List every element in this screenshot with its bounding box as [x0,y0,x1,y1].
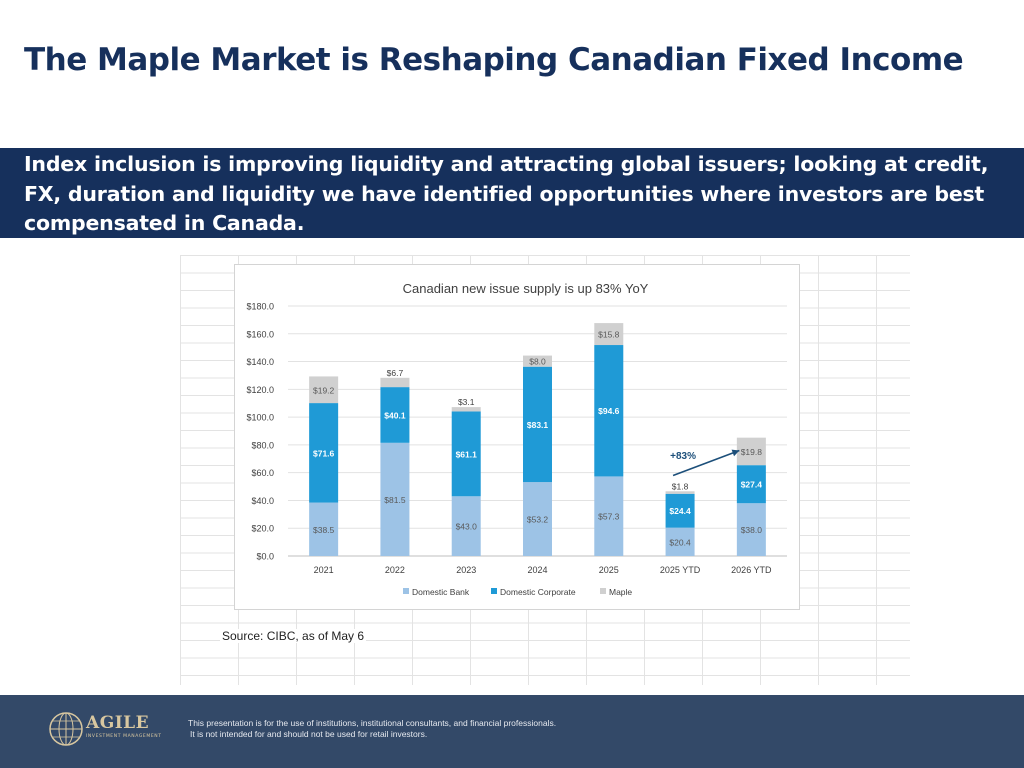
data-label: $20.4 [669,537,691,547]
legend-swatch [403,588,409,594]
y-tick-label: $80.0 [251,440,274,450]
bar-segment [309,502,339,556]
data-label: $71.6 [313,448,335,458]
bar-segment [523,482,552,556]
slide-title: The Maple Market is Reshaping Canadian F… [24,42,964,78]
key-message-banner: Index inclusion is improving liquidity a… [0,148,1024,238]
logo-wordmark: AGILE [86,713,150,733]
x-tick-label: 2026 YTD [731,565,772,575]
bar-segment [594,323,624,346]
data-label: $38.5 [313,525,335,535]
growth-annotation: +83% [670,451,696,462]
bar-segment [665,493,695,528]
data-label: $1.8 [672,481,689,491]
growth-arrow-line [672,449,740,477]
x-tick-label: 2025 YTD [660,565,701,575]
supply-bar-chart: Canadian new issue supply is up 83% YoY $… [246,281,787,597]
legend-swatch [600,588,606,594]
bar-segment [309,403,339,503]
y-tick-label: $160.0 [246,329,274,339]
bar-segment [309,376,339,404]
data-label: $83.1 [527,420,549,430]
chart-title: Canadian new issue supply is up 83% YoY [403,281,649,296]
data-label: $19.8 [741,447,763,457]
disclaimer-line-1: This presentation is for the use of inst… [188,718,557,728]
bar-segment [451,411,481,497]
data-label: $19.2 [313,385,335,395]
x-tick-label: 2024 [527,565,547,575]
data-label: $40.1 [384,410,406,420]
y-tick-label: $100.0 [246,413,274,423]
x-tick-label: 2021 [314,565,334,575]
chart-container: Canadian new issue supply is up 83% YoY $… [234,264,800,610]
y-tick-label: $180.0 [246,302,274,312]
bar-segment [451,407,481,412]
agile-logo: AGILE INVESTMENT MANAGEMENT [48,709,161,749]
data-label: $38.0 [741,525,763,535]
data-label: $61.1 [456,449,478,459]
disclaimer: This presentation is for the use of inst… [188,718,556,740]
y-tick-label: $140.0 [246,357,274,367]
globe-icon [49,712,83,746]
x-tick-label: 2025 [599,565,619,575]
bar-segment [665,527,695,556]
key-message-text: Index inclusion is improving liquidity a… [24,152,989,235]
y-tick-label: $60.0 [251,468,274,478]
bar-segment [451,496,481,556]
bar-segment [736,503,766,556]
disclaimer-line-2: It is not intended for and should not be… [190,729,428,739]
legend-swatch [491,588,497,594]
y-tick-label: $0.0 [256,552,274,562]
y-tick-label: $120.0 [246,385,274,395]
bar-segment [665,491,695,494]
bar-segment [380,387,410,443]
bar-segment [594,345,624,477]
data-label: $94.6 [598,406,620,416]
legend-label: Maple [609,587,632,597]
x-tick-label: 2022 [385,565,405,575]
bar-segment [380,377,410,388]
bar-segment [594,476,624,556]
data-label: $27.4 [741,480,763,490]
growth-arrow-head [731,449,740,457]
data-label: $53.2 [527,515,549,525]
bar-segment [736,437,766,466]
y-tick-label: $40.0 [251,496,274,506]
data-label: $81.5 [384,495,406,505]
data-label: $3.1 [458,397,475,407]
data-label: $57.3 [598,512,620,522]
y-tick-label: $20.0 [251,524,274,534]
legend-label: Domestic Bank [412,587,470,597]
footer-bar: AGILE INVESTMENT MANAGEMENT This present… [0,695,1024,768]
data-label: $43.0 [456,522,478,532]
bar-segment [736,465,766,504]
bar-segment [380,442,410,556]
data-label: $24.4 [669,506,691,516]
source-note: Source: CIBC, as of May 6 [220,629,367,643]
bar-segment [523,355,552,367]
data-label: $8.0 [529,357,546,367]
logo-subtext: INVESTMENT MANAGEMENT [86,734,162,739]
data-label: $6.7 [387,368,404,378]
x-tick-label: 2023 [456,565,476,575]
bar-segment [523,366,552,483]
legend-label: Domestic Corporate [500,587,576,597]
data-label: $15.8 [598,330,620,340]
